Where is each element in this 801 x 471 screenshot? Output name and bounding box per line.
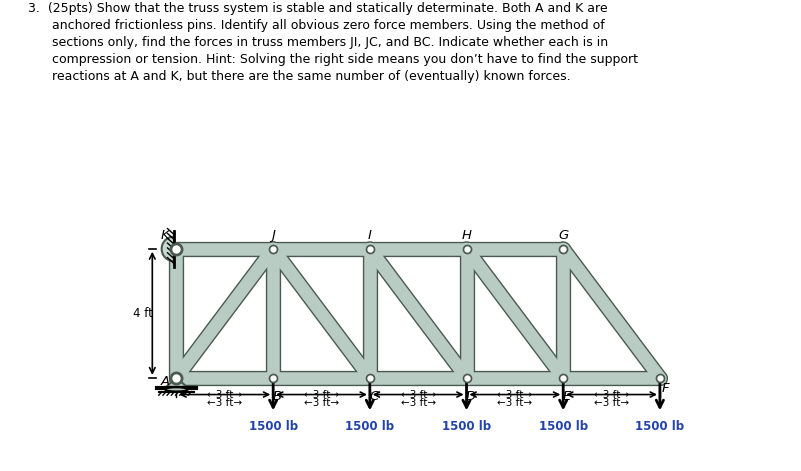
- Text: 1500 lb: 1500 lb: [442, 420, 491, 433]
- Ellipse shape: [165, 387, 187, 391]
- Text: ←3 ft→: ←3 ft→: [594, 398, 629, 407]
- Text: H: H: [461, 229, 472, 242]
- Text: ←3 ft→: ←3 ft→: [497, 390, 533, 399]
- Text: 4 ft: 4 ft: [133, 307, 152, 320]
- Text: ←3 ft→: ←3 ft→: [400, 390, 436, 399]
- Text: J: J: [272, 229, 275, 242]
- Text: 1500 lb: 1500 lb: [538, 420, 588, 433]
- Polygon shape: [166, 378, 187, 387]
- Text: B: B: [272, 390, 282, 403]
- Text: ←3 ft→: ←3 ft→: [207, 390, 243, 399]
- Text: ←3 ft→: ←3 ft→: [304, 390, 339, 399]
- Polygon shape: [162, 236, 174, 261]
- Text: K: K: [161, 229, 170, 243]
- Text: 1500 lb: 1500 lb: [635, 420, 684, 433]
- Text: ←3 ft→: ←3 ft→: [304, 398, 339, 407]
- Text: C: C: [369, 390, 378, 403]
- Text: ←3 ft→: ←3 ft→: [497, 398, 533, 407]
- Text: G: G: [558, 229, 569, 242]
- Text: ←3 ft→: ←3 ft→: [594, 390, 629, 399]
- Text: I: I: [368, 229, 372, 242]
- Text: A: A: [161, 375, 170, 388]
- Text: D: D: [465, 390, 476, 403]
- Text: 3.  (25pts) Show that the truss system is stable and statically determinate. Bot: 3. (25pts) Show that the truss system is…: [28, 2, 638, 83]
- Text: ←3 ft→: ←3 ft→: [400, 398, 436, 407]
- Text: E: E: [563, 390, 571, 403]
- Text: 1500 lb: 1500 lb: [345, 420, 394, 433]
- Text: ←3 ft→: ←3 ft→: [207, 398, 243, 407]
- Text: 1500 lb: 1500 lb: [248, 420, 298, 433]
- Text: F: F: [662, 382, 670, 395]
